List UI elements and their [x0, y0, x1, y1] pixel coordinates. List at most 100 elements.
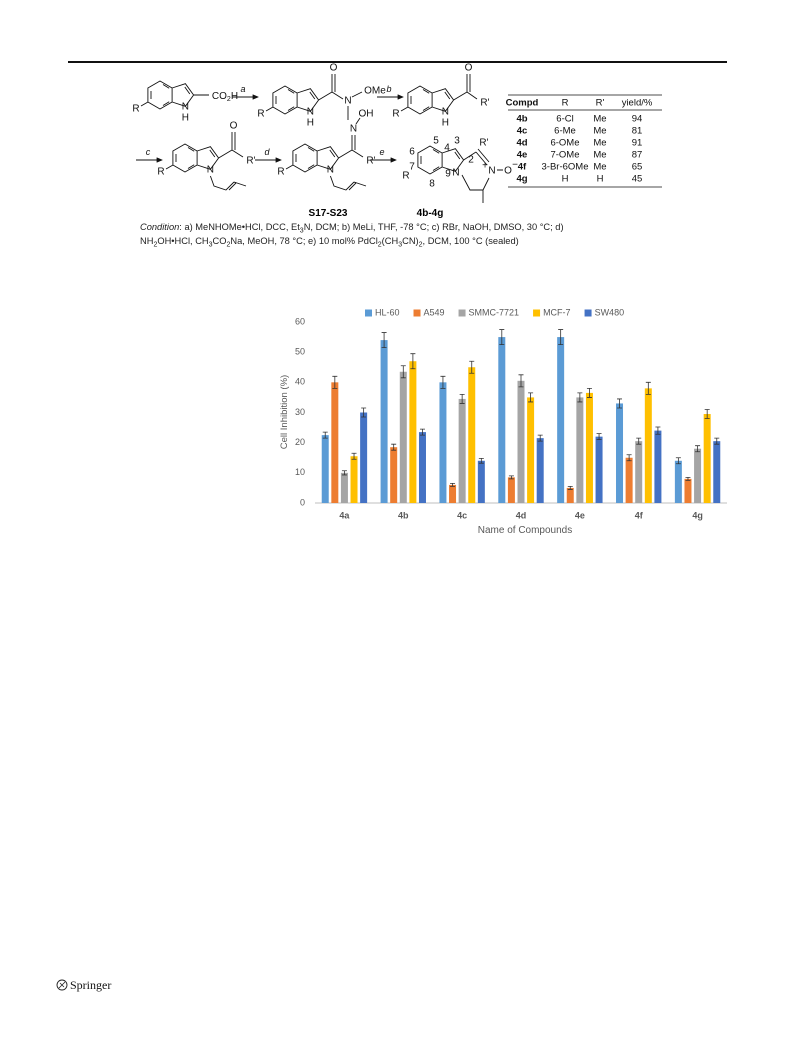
x-tick-label: 4g: [692, 510, 703, 520]
condition-text: : a) MeNHOMe•HCl, DCC, Et: [179, 222, 300, 232]
x-axis-title: Name of Compounds: [478, 525, 573, 536]
subscript: 2: [378, 242, 382, 249]
error-bar: [459, 394, 465, 404]
bar: [468, 367, 476, 503]
error-bar: [596, 433, 602, 441]
error-bar: [469, 360, 475, 374]
table-header: Compd: [506, 98, 539, 109]
table-cell: 7-OMe: [550, 150, 579, 161]
error-bar: [528, 392, 534, 403]
condition-text: Na, MeOH, 78 °C; e) 10 mol% PdCl: [230, 236, 377, 246]
atom-label: 5: [433, 136, 439, 147]
y-axis-title: Cell Inhibition (%): [279, 375, 290, 449]
reagent-label: c: [146, 147, 151, 157]
table-cell: 4g: [516, 174, 527, 185]
condition-line: Condition: a) MeNHOMe•HCl, DCC, Et3N, DC…: [140, 222, 564, 235]
reagent-label: a: [240, 84, 245, 94]
y-tick-label: 10: [295, 467, 305, 477]
atom-label: N: [182, 102, 189, 113]
subscript: 2: [227, 96, 231, 103]
compound-label: 4b-4g: [417, 208, 444, 219]
error-bar: [322, 431, 328, 439]
table-cell: 87: [632, 150, 643, 161]
error-bar: [332, 375, 338, 389]
table-cell: 91: [632, 138, 643, 149]
legend-swatch: [413, 309, 421, 317]
reagent-label: b: [386, 84, 391, 94]
bar: [360, 412, 368, 503]
atom-label: 4: [444, 143, 450, 154]
atom-label: O: [465, 63, 473, 74]
atom-label: R': [479, 138, 488, 149]
bar: [625, 457, 633, 503]
atom-label: CO2H: [212, 91, 238, 103]
atom-label: N: [207, 165, 214, 176]
table-cell: 45: [632, 174, 643, 185]
table-cell: Me: [593, 162, 606, 173]
structure: O N OMe R N H: [257, 63, 386, 129]
bar: [585, 392, 593, 503]
bar: [616, 403, 624, 503]
error-bar: [704, 409, 710, 419]
compound-label: S17-S23: [309, 208, 348, 219]
structure: CO2H R N H: [132, 80, 238, 124]
atom-label: H: [307, 118, 314, 129]
chart: Name of Compounds Cell Inhibition (%) 0 1…: [279, 307, 727, 536]
subscript: 3: [300, 228, 304, 235]
table-cell: 65: [632, 162, 643, 173]
table-header: R: [562, 98, 569, 109]
bar: [713, 441, 721, 503]
table-cell: H: [597, 174, 604, 185]
bar: [380, 340, 388, 503]
atom-label: N: [488, 166, 495, 177]
table-cell: 6-Cl: [556, 114, 573, 125]
table-cell: 6-Me: [554, 126, 576, 137]
x-tick-label: 4c: [457, 510, 467, 520]
error-bar: [675, 457, 681, 465]
table-cell: 94: [632, 114, 643, 125]
reagent-label: e: [379, 147, 384, 157]
bar: [458, 398, 466, 503]
error-bar: [518, 374, 524, 388]
atom-label: N: [327, 165, 334, 176]
bar: [390, 447, 398, 503]
error-bar: [361, 407, 367, 418]
table-cell: 4f: [518, 162, 527, 173]
y-tick-label: 40: [295, 377, 305, 387]
atom-label: 8: [429, 179, 435, 190]
subscript: 3: [398, 242, 402, 249]
legend-label: HL-60: [375, 307, 400, 317]
subscript: 3: [209, 242, 213, 249]
atom-label: R: [257, 109, 264, 120]
table-cell: Me: [593, 138, 606, 149]
condition-line: NH2OH•HCl, CH3CO2Na, MeOH, 78 °C; e) 10 …: [140, 236, 519, 249]
error-bar: [714, 437, 720, 445]
condition-text: N, DCM; b) MeLi, THF, -78 °C; c) RBr, Na…: [304, 222, 564, 232]
y-tick-label: 0: [300, 497, 305, 507]
bar: [340, 472, 348, 503]
bar: [654, 430, 662, 503]
atom-label: H: [231, 91, 238, 102]
error-bar: [655, 426, 661, 435]
atom-label: R: [402, 171, 409, 182]
error-bar: [586, 387, 592, 398]
condition-text: NH: [140, 236, 153, 246]
error-bar: [351, 452, 357, 460]
legend-swatch: [584, 309, 592, 317]
charge: −: [512, 160, 518, 171]
bar: [595, 436, 603, 503]
atom-label: R: [132, 104, 139, 115]
error-bar: [391, 443, 397, 451]
atom-label: H: [182, 113, 189, 124]
atom-label: R: [157, 167, 164, 178]
atom-label: 2: [468, 155, 474, 166]
atom-label: 6: [409, 147, 415, 158]
condition-text: Condition: [140, 222, 179, 232]
reagent-label: d: [264, 147, 270, 157]
bar: [536, 438, 544, 503]
atom-label: R': [246, 156, 255, 167]
atom-label: 7: [409, 162, 415, 173]
bar: [449, 484, 457, 503]
atom-label: N: [442, 107, 449, 118]
bar: [350, 456, 358, 503]
